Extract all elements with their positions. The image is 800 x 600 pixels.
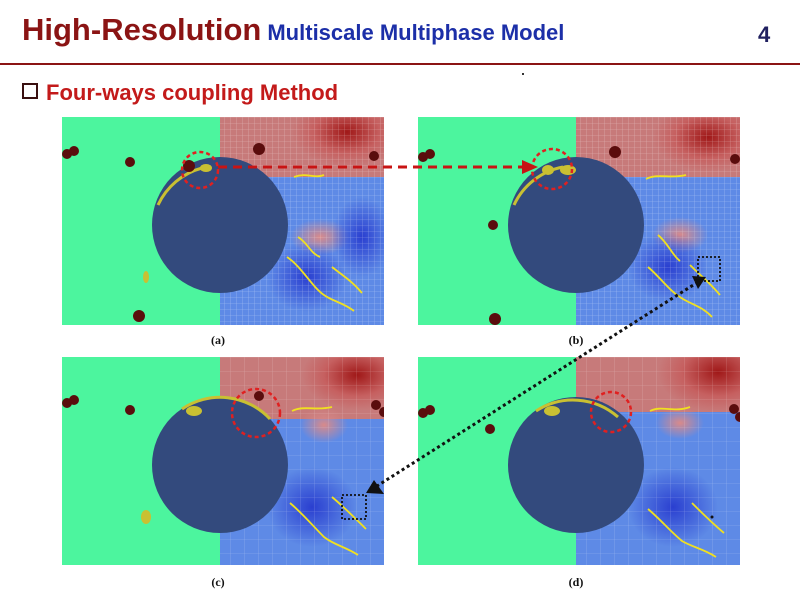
panel-caption-c: (c) (211, 575, 225, 589)
region-box-b (697, 256, 721, 282)
bullet-heading: Four-ways coupling Method (22, 80, 338, 106)
stray-dot (522, 73, 524, 75)
simulation-panel-b (418, 117, 740, 325)
bullet-text: Four-ways coupling Method (46, 80, 339, 105)
highlight-circle-a (180, 150, 220, 190)
highlight-circle-b (530, 147, 574, 191)
region-box-c (341, 494, 367, 520)
title-divider (0, 63, 800, 65)
simulation-image-a (62, 117, 384, 325)
slide-title: High-Resolution Multiscale Multiphase Mod… (22, 12, 564, 48)
square-bullet-icon (22, 83, 38, 99)
slide-number: 4 (758, 22, 771, 47)
simulation-panel-d (418, 357, 740, 565)
simulation-image-b (418, 117, 740, 325)
simulation-image-c (62, 357, 384, 565)
simulation-panel-c (62, 357, 384, 565)
simulation-image-d (418, 357, 740, 565)
title-main: High-Resolution (22, 12, 262, 47)
title-subtitle: Multiscale Multiphase Model (267, 20, 565, 45)
highlight-circle-c (230, 387, 282, 439)
panel-caption-d: (d) (568, 575, 584, 589)
simulation-panel-a (62, 117, 384, 325)
panel-caption-a: (a) (211, 333, 225, 347)
panel-caption-b: (b) (568, 333, 584, 347)
